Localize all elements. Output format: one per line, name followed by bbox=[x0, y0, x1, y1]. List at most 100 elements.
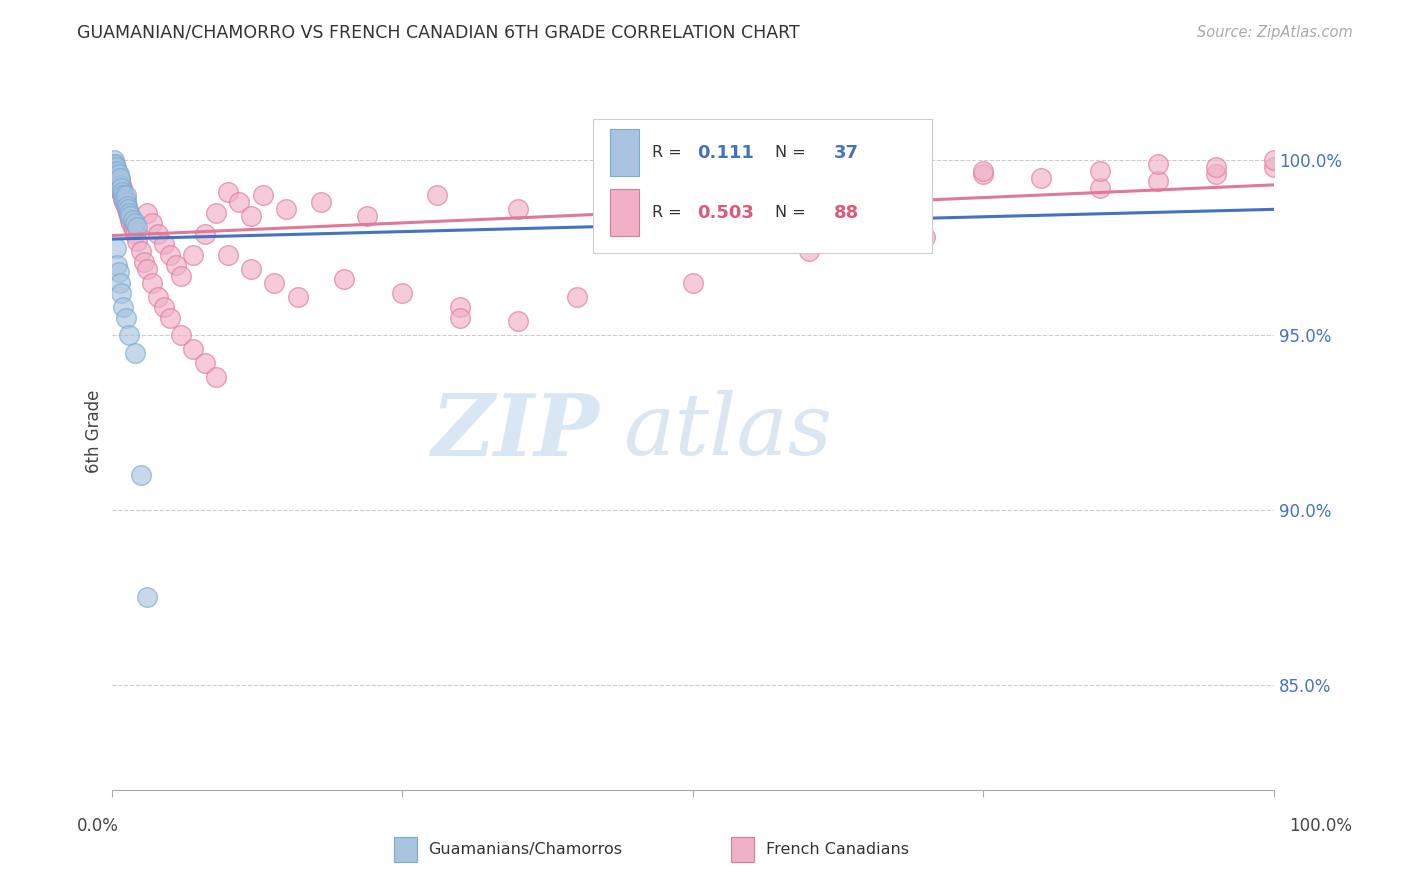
Point bbox=[217, 185, 239, 199]
Point bbox=[170, 268, 193, 283]
Point bbox=[287, 290, 309, 304]
Point bbox=[508, 314, 530, 328]
Point bbox=[205, 206, 228, 220]
Point bbox=[129, 244, 152, 259]
Point bbox=[972, 167, 994, 181]
Point bbox=[449, 300, 471, 314]
Point bbox=[181, 248, 204, 262]
Point bbox=[107, 170, 129, 185]
Point bbox=[120, 212, 142, 227]
Point bbox=[1263, 153, 1285, 168]
Point bbox=[391, 286, 413, 301]
Point bbox=[104, 157, 127, 171]
Point bbox=[127, 219, 149, 234]
Point bbox=[108, 178, 131, 192]
Point bbox=[181, 342, 204, 356]
Point bbox=[127, 234, 149, 248]
Point bbox=[115, 202, 138, 217]
Point bbox=[263, 276, 285, 290]
Point bbox=[107, 170, 129, 185]
Point bbox=[114, 199, 136, 213]
Point bbox=[146, 290, 169, 304]
Point bbox=[110, 185, 132, 199]
Text: Guamanians/Chamorros: Guamanians/Chamorros bbox=[429, 842, 623, 856]
Point bbox=[797, 244, 820, 259]
Text: N =: N = bbox=[775, 145, 806, 160]
Point bbox=[124, 345, 146, 359]
Point bbox=[114, 310, 136, 325]
Point bbox=[856, 210, 879, 224]
Point bbox=[914, 230, 936, 244]
Point bbox=[107, 167, 129, 181]
Point bbox=[118, 210, 141, 224]
Point bbox=[252, 188, 274, 202]
Point bbox=[107, 258, 129, 272]
Text: N =: N = bbox=[775, 205, 806, 220]
Point bbox=[105, 241, 128, 255]
Point bbox=[1088, 164, 1111, 178]
Point bbox=[121, 212, 143, 227]
Point bbox=[274, 202, 297, 217]
Point bbox=[1205, 167, 1227, 181]
Point bbox=[153, 237, 176, 252]
Point bbox=[972, 164, 994, 178]
Point bbox=[107, 265, 129, 279]
Point bbox=[565, 290, 588, 304]
Point bbox=[170, 328, 193, 343]
Point bbox=[141, 276, 163, 290]
Point bbox=[107, 174, 129, 188]
Point bbox=[205, 370, 228, 384]
Point bbox=[135, 591, 157, 605]
Point bbox=[111, 181, 134, 195]
Point bbox=[112, 192, 135, 206]
Text: atlas: atlas bbox=[623, 390, 832, 473]
Point bbox=[103, 153, 125, 168]
Point bbox=[623, 181, 645, 195]
Text: R =: R = bbox=[651, 145, 682, 160]
Point bbox=[103, 161, 125, 175]
Point bbox=[112, 185, 135, 199]
Point bbox=[159, 310, 181, 325]
Text: 100.0%: 100.0% bbox=[1289, 817, 1353, 835]
Point bbox=[135, 261, 157, 276]
Point bbox=[105, 161, 128, 175]
Text: 0.503: 0.503 bbox=[697, 203, 754, 222]
Point bbox=[111, 188, 134, 202]
Point bbox=[118, 328, 141, 343]
Point bbox=[1205, 161, 1227, 175]
Point bbox=[115, 199, 138, 213]
Point bbox=[105, 170, 128, 185]
Point bbox=[108, 276, 131, 290]
Point bbox=[112, 195, 135, 210]
Point bbox=[114, 188, 136, 202]
Text: 0.0%: 0.0% bbox=[77, 817, 120, 835]
Point bbox=[120, 210, 142, 224]
Point bbox=[108, 174, 131, 188]
Point bbox=[129, 468, 152, 483]
Point bbox=[508, 202, 530, 217]
Point bbox=[112, 188, 135, 202]
Point bbox=[682, 276, 704, 290]
Point bbox=[114, 195, 136, 210]
Point bbox=[1146, 157, 1168, 171]
Text: Source: ZipAtlas.com: Source: ZipAtlas.com bbox=[1197, 26, 1353, 40]
Point bbox=[105, 167, 128, 181]
Point bbox=[333, 272, 356, 286]
Point bbox=[110, 181, 132, 195]
Point bbox=[117, 202, 139, 217]
Point bbox=[309, 195, 332, 210]
Point bbox=[426, 188, 449, 202]
Point bbox=[121, 219, 143, 234]
Point bbox=[104, 164, 127, 178]
Point bbox=[110, 286, 132, 301]
Point bbox=[124, 216, 146, 230]
Point bbox=[114, 192, 136, 206]
Point bbox=[117, 206, 139, 220]
Point bbox=[124, 227, 146, 241]
Point bbox=[740, 195, 762, 210]
Point bbox=[120, 216, 142, 230]
Point bbox=[134, 254, 156, 268]
Point bbox=[146, 227, 169, 241]
Point bbox=[107, 174, 129, 188]
Point bbox=[1263, 161, 1285, 175]
